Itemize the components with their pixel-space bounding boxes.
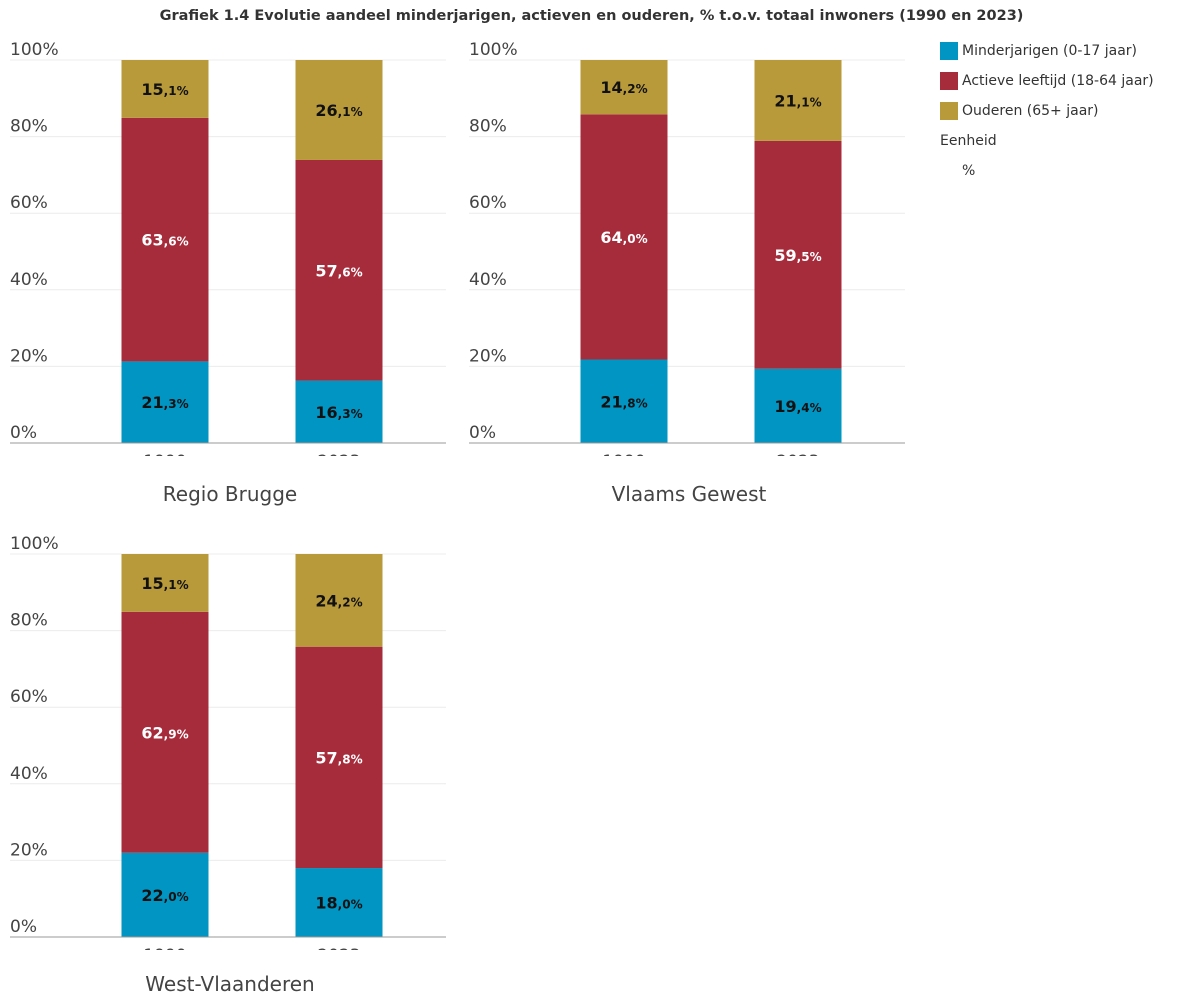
legend-item-ouderen[interactable]: Ouderen (65+ jaar) [940,96,1154,126]
panel-regio-brugge: 0% 20% 40% 60% 80% 100% 21,3% 63,6% 15,1% 1990 16,… [0,36,470,506]
y-tick-label: 40% [10,270,48,290]
bar-segment-minderjarigen[interactable] [580,359,668,443]
bar-segment-ouderen[interactable] [121,60,209,118]
data-label: 22,0% [141,886,188,905]
y-tick-label: 60% [10,687,48,707]
data-label: 62,9% [141,723,188,742]
unit-label: Eenheid [940,133,997,149]
legend-item-minderjarigen[interactable]: Minderjarigen (0-17 jaar) [940,36,1154,66]
legend-label: Ouderen (65+ jaar) [962,103,1099,119]
y-tick-label: 20% [469,346,507,366]
data-label: 64,0% [600,228,647,247]
data-label: 15,1% [141,574,188,593]
bar-segment-actieve-leeftijd[interactable] [580,114,668,360]
bar-segment-actieve-leeftijd[interactable] [295,159,383,381]
y-tick-label: 40% [10,764,48,784]
bar-segment-actieve-leeftijd[interactable] [754,140,842,369]
y-tick-label: 80% [469,117,507,137]
bar-segment-ouderen[interactable] [121,554,209,612]
data-label: 24,2% [315,591,362,610]
bar-segment-minderjarigen[interactable] [295,868,383,937]
bar-segment-actieve-leeftijd[interactable] [295,646,383,869]
y-tick-label: 0% [10,917,37,937]
panel-title: West-Vlaanderen [145,972,315,996]
legend: Minderjarigen (0-17 jaar) Actieve leefti… [940,36,1154,186]
bar-segment-minderjarigen[interactable] [121,361,209,443]
data-label: 21,3% [141,393,188,412]
legend-swatch [940,72,958,90]
panel-title: Vlaams Gewest [611,482,767,506]
legend-swatch [940,102,958,120]
data-label: 19,4% [774,397,821,416]
data-label: 16,3% [315,403,362,422]
x-tick-label: 1990 [602,452,645,456]
bar-segment-ouderen[interactable] [754,60,842,141]
x-tick-label: 1990 [143,946,186,950]
data-label: 26,1% [315,101,362,120]
y-tick-label: 60% [10,193,48,213]
bar-segment-ouderen[interactable] [580,60,668,115]
bar-segment-actieve-leeftijd[interactable] [121,611,209,853]
data-label: 15,1% [141,80,188,99]
x-tick-label: 2023 [317,946,360,950]
x-tick-label: 2023 [776,452,819,456]
legend-label: Actieve leeftijd (18-64 jaar) [962,73,1154,89]
panel-vlaams-gewest: 0% 20% 40% 60% 80% 100% 21,8% 64,0% 14,2% 1990 19,… [459,36,929,506]
panel-west-vlaanderen: 0% 20% 40% 60% 80% 100% 22,0% 62,9% 15,1% 1990 18,… [0,530,470,996]
x-tick-label: 2023 [317,452,360,456]
bar-segment-ouderen[interactable] [295,60,383,160]
x-tick-label: 1990 [143,452,186,456]
bar-segment-minderjarigen[interactable] [754,368,842,443]
legend-label: Minderjarigen (0-17 jaar) [962,43,1137,59]
y-tick-label: 20% [10,840,48,860]
y-tick-label: 0% [469,423,496,443]
y-tick-label: 100% [10,534,59,554]
bar-segment-minderjarigen[interactable] [295,380,383,443]
data-label: 63,6% [141,231,188,250]
bar-segment-ouderen[interactable] [295,554,383,647]
bar-segment-minderjarigen[interactable] [121,852,209,937]
chart-title: Grafiek 1.4 Evolutie aandeel minderjarig… [159,8,1024,24]
y-tick-label: 40% [469,270,507,290]
data-label: 18,0% [315,894,362,913]
legend-item-actieve-leeftijd[interactable]: Actieve leeftijd (18-64 jaar) [940,66,1154,96]
data-label: 59,5% [774,246,821,265]
y-tick-label: 100% [10,40,59,60]
panel-title: Regio Brugge [162,482,298,506]
y-tick-label: 60% [469,193,507,213]
chart-vlaams-gewest: 0% 20% 40% 60% 80% 100% 21,8% 64,0% 14,2% 1990 19,… [469,40,905,456]
legend-swatch [940,42,958,60]
y-tick-label: 80% [10,611,48,631]
bar-segment-actieve-leeftijd[interactable] [121,117,209,362]
chart-west-vlaanderen: 0% 20% 40% 60% 80% 100% 22,0% 62,9% 15,1% 1990 18,… [10,534,446,950]
data-label: 57,6% [315,261,362,280]
unit-value: % [962,163,976,179]
y-tick-label: 0% [10,423,37,443]
data-label: 21,8% [600,392,647,411]
data-label: 14,2% [600,78,647,97]
chart-regio-brugge: 0% 20% 40% 60% 80% 100% 21,3% 63,6% 15,1% 1990 16,… [10,40,446,456]
y-tick-label: 100% [469,40,518,60]
y-tick-label: 80% [10,117,48,137]
y-tick-label: 20% [10,346,48,366]
data-label: 57,8% [315,748,362,767]
data-label: 21,1% [774,91,821,110]
